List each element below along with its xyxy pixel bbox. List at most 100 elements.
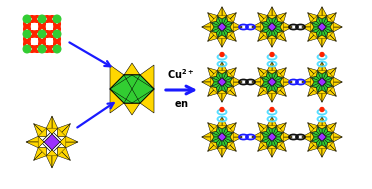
Polygon shape bbox=[318, 23, 326, 31]
Polygon shape bbox=[208, 87, 217, 96]
Polygon shape bbox=[208, 13, 217, 22]
Polygon shape bbox=[322, 82, 332, 88]
Polygon shape bbox=[322, 62, 327, 74]
Polygon shape bbox=[330, 77, 334, 87]
Circle shape bbox=[53, 15, 61, 23]
Polygon shape bbox=[317, 17, 322, 27]
Polygon shape bbox=[322, 17, 326, 27]
Polygon shape bbox=[267, 90, 272, 102]
Polygon shape bbox=[327, 15, 334, 22]
Polygon shape bbox=[317, 35, 322, 47]
Polygon shape bbox=[278, 142, 286, 151]
Polygon shape bbox=[312, 82, 322, 86]
Polygon shape bbox=[327, 33, 336, 41]
Polygon shape bbox=[212, 27, 222, 31]
Polygon shape bbox=[268, 72, 272, 82]
Polygon shape bbox=[211, 87, 217, 94]
Polygon shape bbox=[110, 75, 154, 103]
Polygon shape bbox=[217, 125, 227, 129]
Polygon shape bbox=[217, 17, 222, 27]
Polygon shape bbox=[222, 27, 228, 37]
Polygon shape bbox=[262, 82, 272, 86]
Polygon shape bbox=[218, 17, 222, 27]
Polygon shape bbox=[267, 35, 277, 39]
Polygon shape bbox=[260, 70, 267, 77]
Polygon shape bbox=[327, 68, 336, 77]
Polygon shape bbox=[52, 150, 58, 168]
Polygon shape bbox=[260, 142, 267, 149]
Polygon shape bbox=[227, 123, 236, 132]
Polygon shape bbox=[258, 32, 266, 41]
Polygon shape bbox=[258, 123, 266, 132]
Polygon shape bbox=[302, 77, 314, 82]
Polygon shape bbox=[262, 22, 272, 27]
Polygon shape bbox=[212, 22, 222, 27]
Polygon shape bbox=[311, 70, 317, 77]
Polygon shape bbox=[266, 72, 272, 82]
Circle shape bbox=[270, 108, 274, 112]
Polygon shape bbox=[280, 132, 283, 142]
Polygon shape bbox=[262, 137, 272, 143]
Polygon shape bbox=[44, 134, 60, 150]
Polygon shape bbox=[272, 133, 282, 137]
Polygon shape bbox=[266, 137, 272, 147]
Polygon shape bbox=[317, 117, 322, 129]
Circle shape bbox=[220, 108, 224, 112]
Polygon shape bbox=[217, 145, 227, 149]
Polygon shape bbox=[260, 87, 267, 94]
Polygon shape bbox=[322, 72, 327, 82]
Polygon shape bbox=[202, 27, 214, 32]
Polygon shape bbox=[33, 124, 46, 136]
Polygon shape bbox=[212, 78, 222, 82]
Polygon shape bbox=[308, 13, 317, 22]
Polygon shape bbox=[262, 132, 272, 137]
Polygon shape bbox=[110, 75, 124, 103]
Polygon shape bbox=[208, 13, 217, 22]
Polygon shape bbox=[272, 137, 282, 141]
Polygon shape bbox=[272, 72, 278, 82]
Polygon shape bbox=[322, 35, 327, 47]
Polygon shape bbox=[272, 23, 282, 27]
Polygon shape bbox=[212, 23, 222, 27]
Polygon shape bbox=[330, 22, 334, 32]
Polygon shape bbox=[217, 90, 222, 102]
Circle shape bbox=[23, 15, 31, 23]
Polygon shape bbox=[272, 17, 278, 27]
Polygon shape bbox=[308, 32, 317, 41]
Polygon shape bbox=[222, 17, 228, 27]
Polygon shape bbox=[227, 87, 234, 94]
Polygon shape bbox=[222, 27, 232, 33]
Polygon shape bbox=[258, 33, 267, 41]
Polygon shape bbox=[212, 82, 222, 86]
Polygon shape bbox=[267, 35, 272, 47]
Polygon shape bbox=[262, 133, 272, 137]
Polygon shape bbox=[252, 22, 264, 27]
Polygon shape bbox=[58, 148, 70, 160]
Polygon shape bbox=[308, 87, 317, 96]
Polygon shape bbox=[222, 77, 232, 82]
Polygon shape bbox=[252, 27, 264, 32]
Polygon shape bbox=[228, 87, 236, 96]
Polygon shape bbox=[227, 142, 234, 149]
Polygon shape bbox=[211, 22, 214, 32]
Polygon shape bbox=[222, 78, 232, 82]
Polygon shape bbox=[312, 82, 322, 88]
Polygon shape bbox=[308, 68, 317, 77]
Polygon shape bbox=[212, 82, 222, 88]
Polygon shape bbox=[222, 82, 232, 88]
Polygon shape bbox=[322, 72, 326, 82]
Polygon shape bbox=[278, 13, 286, 22]
Polygon shape bbox=[230, 27, 242, 32]
Polygon shape bbox=[227, 70, 234, 77]
Polygon shape bbox=[217, 35, 222, 47]
Polygon shape bbox=[277, 15, 283, 22]
Circle shape bbox=[23, 45, 31, 53]
Polygon shape bbox=[311, 15, 317, 22]
Polygon shape bbox=[311, 32, 317, 39]
Polygon shape bbox=[268, 133, 276, 141]
Polygon shape bbox=[252, 132, 264, 137]
Polygon shape bbox=[212, 133, 222, 137]
Polygon shape bbox=[272, 77, 282, 82]
Polygon shape bbox=[262, 137, 272, 141]
Polygon shape bbox=[262, 23, 272, 27]
